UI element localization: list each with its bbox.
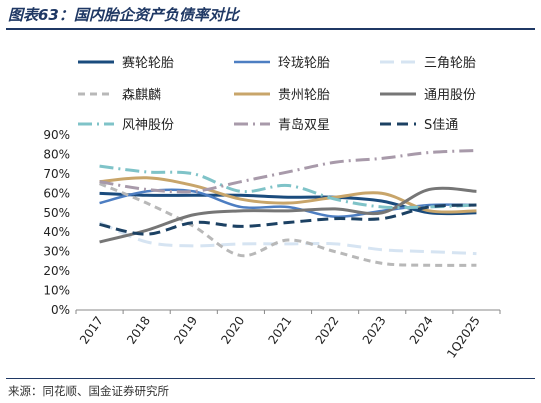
- y-tick-label: 70%: [43, 167, 70, 181]
- series-line: [99, 149, 477, 194]
- y-axis: 0% 10% 20% 30% 40% 50% 60% 70% 80% 90%: [43, 128, 70, 317]
- chart-title: 图表63：国内胎企资产负债率对比: [8, 6, 239, 24]
- y-tick-label: 60%: [43, 186, 70, 200]
- legend-label: 玲珑轮胎: [278, 56, 330, 71]
- legend-label: 风神股份: [122, 118, 174, 133]
- footer-divider: [6, 378, 535, 379]
- x-tick-label: 2017: [77, 314, 106, 347]
- y-tick-label: 10%: [43, 284, 70, 298]
- x-tick-label: 2020: [218, 314, 247, 347]
- series-line: [99, 164, 477, 210]
- legend-label: S佳通: [424, 118, 458, 133]
- legend-label: 青岛双星: [278, 117, 330, 133]
- y-tick-label: 40%: [43, 225, 70, 239]
- x-tick-label: 1Q2025: [444, 314, 483, 361]
- x-axis: 2017 2018 2019 2020 2021 2022 2023 2024 1Q2025: [75, 309, 501, 361]
- y-tick-label: 80%: [43, 147, 70, 161]
- y-tick-label: 90%: [43, 128, 70, 142]
- legend-label: 赛轮轮胎: [122, 55, 174, 71]
- series-line: [99, 191, 477, 216]
- legend-label: 贵州轮胎: [278, 88, 330, 103]
- title-bar: 图表63：国内胎企资产负债率对比: [6, 0, 535, 30]
- x-tick-label: 2023: [360, 314, 389, 347]
- y-tick-label: 0%: [51, 303, 70, 317]
- plot-area: [98, 149, 477, 267]
- x-tick-label: 2018: [124, 314, 153, 347]
- legend-label: 森麒麟: [122, 87, 161, 103]
- source-note: 来源：同花顺、国金证券研究所: [8, 384, 169, 398]
- y-tick-label: 50%: [43, 206, 70, 220]
- series-line: [98, 221, 477, 256]
- y-tick-label: 30%: [43, 245, 70, 259]
- legend-label: 三角轮胎: [424, 56, 476, 71]
- y-tick-label: 20%: [43, 264, 70, 278]
- x-tick-label: 2019: [171, 314, 200, 347]
- x-tick-label: 2022: [313, 314, 342, 347]
- series-line: [99, 203, 477, 236]
- x-tick-label: 2021: [265, 314, 294, 347]
- series-line: [99, 186, 477, 244]
- series-line: [98, 182, 477, 267]
- x-tick-label: 2024: [407, 314, 436, 347]
- legend-label: 通用股份: [424, 88, 476, 103]
